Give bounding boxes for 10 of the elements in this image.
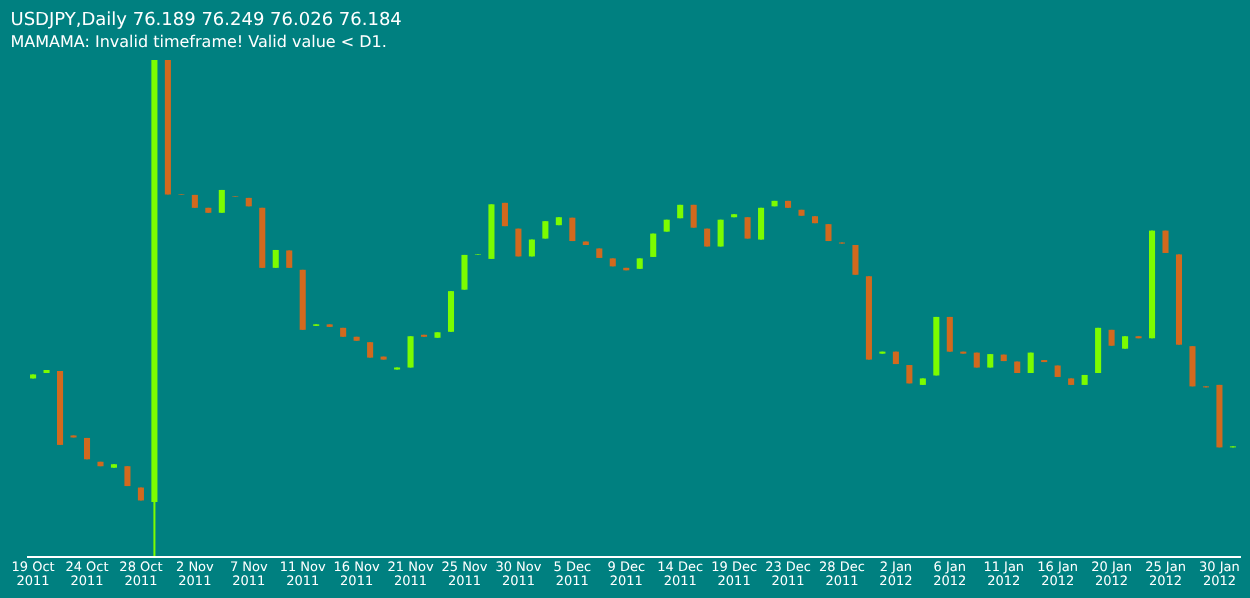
candlestick <box>946 315 953 353</box>
candlestick <box>461 253 468 291</box>
candlestick <box>1189 345 1196 388</box>
candlestick <box>407 335 414 369</box>
chart-title: USDJPY,Daily 76.189 76.249 76.026 76.184 <box>10 11 403 31</box>
candlestick <box>744 216 751 240</box>
candlestick <box>1095 326 1102 374</box>
candlestick <box>852 244 859 276</box>
candlestick <box>758 206 765 241</box>
chart-subtitle: MAMAMA: Invalid timeframe! Valid value < D1. <box>10 33 387 51</box>
